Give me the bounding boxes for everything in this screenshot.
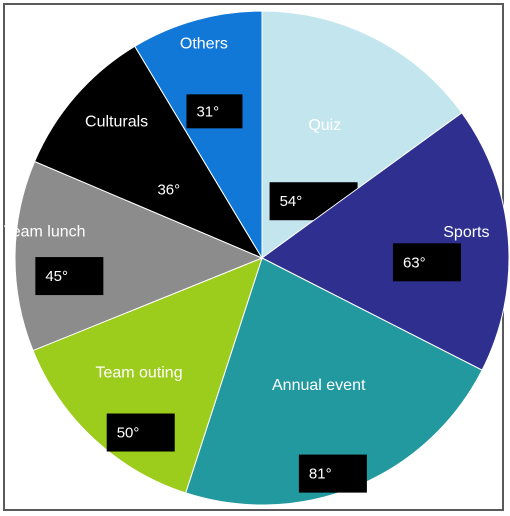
value-box bbox=[392, 243, 461, 282]
slice-label: Annual event bbox=[272, 377, 366, 394]
slice-label: Team lunch bbox=[4, 223, 86, 240]
slice-label: Sports bbox=[443, 224, 489, 241]
pie-slice-team-lunch bbox=[14, 160, 264, 352]
slice-value-label: 45° bbox=[45, 268, 68, 285]
slice-value-label: 31° bbox=[196, 103, 219, 120]
slice-value-label: 81° bbox=[309, 466, 332, 483]
value-box bbox=[35, 257, 104, 296]
slice-value-label: 54° bbox=[280, 193, 303, 210]
pie-slice-team-outing bbox=[32, 257, 263, 494]
slice-label: Quiz bbox=[308, 117, 341, 134]
value-box bbox=[298, 454, 367, 493]
pie-slice-culturals bbox=[33, 45, 264, 260]
slice-label: Team outing bbox=[95, 365, 182, 382]
value-box bbox=[106, 413, 175, 452]
pie-slice-sports bbox=[261, 112, 510, 371]
slice-label: Others bbox=[180, 36, 228, 53]
pie-slice-others bbox=[134, 10, 263, 260]
slice-value-label: 50° bbox=[117, 425, 140, 442]
slice-label: Culturals bbox=[85, 114, 148, 131]
slice-value-label: 63° bbox=[403, 254, 426, 271]
value-box bbox=[186, 94, 243, 129]
slice-value-label: 36° bbox=[157, 181, 180, 198]
